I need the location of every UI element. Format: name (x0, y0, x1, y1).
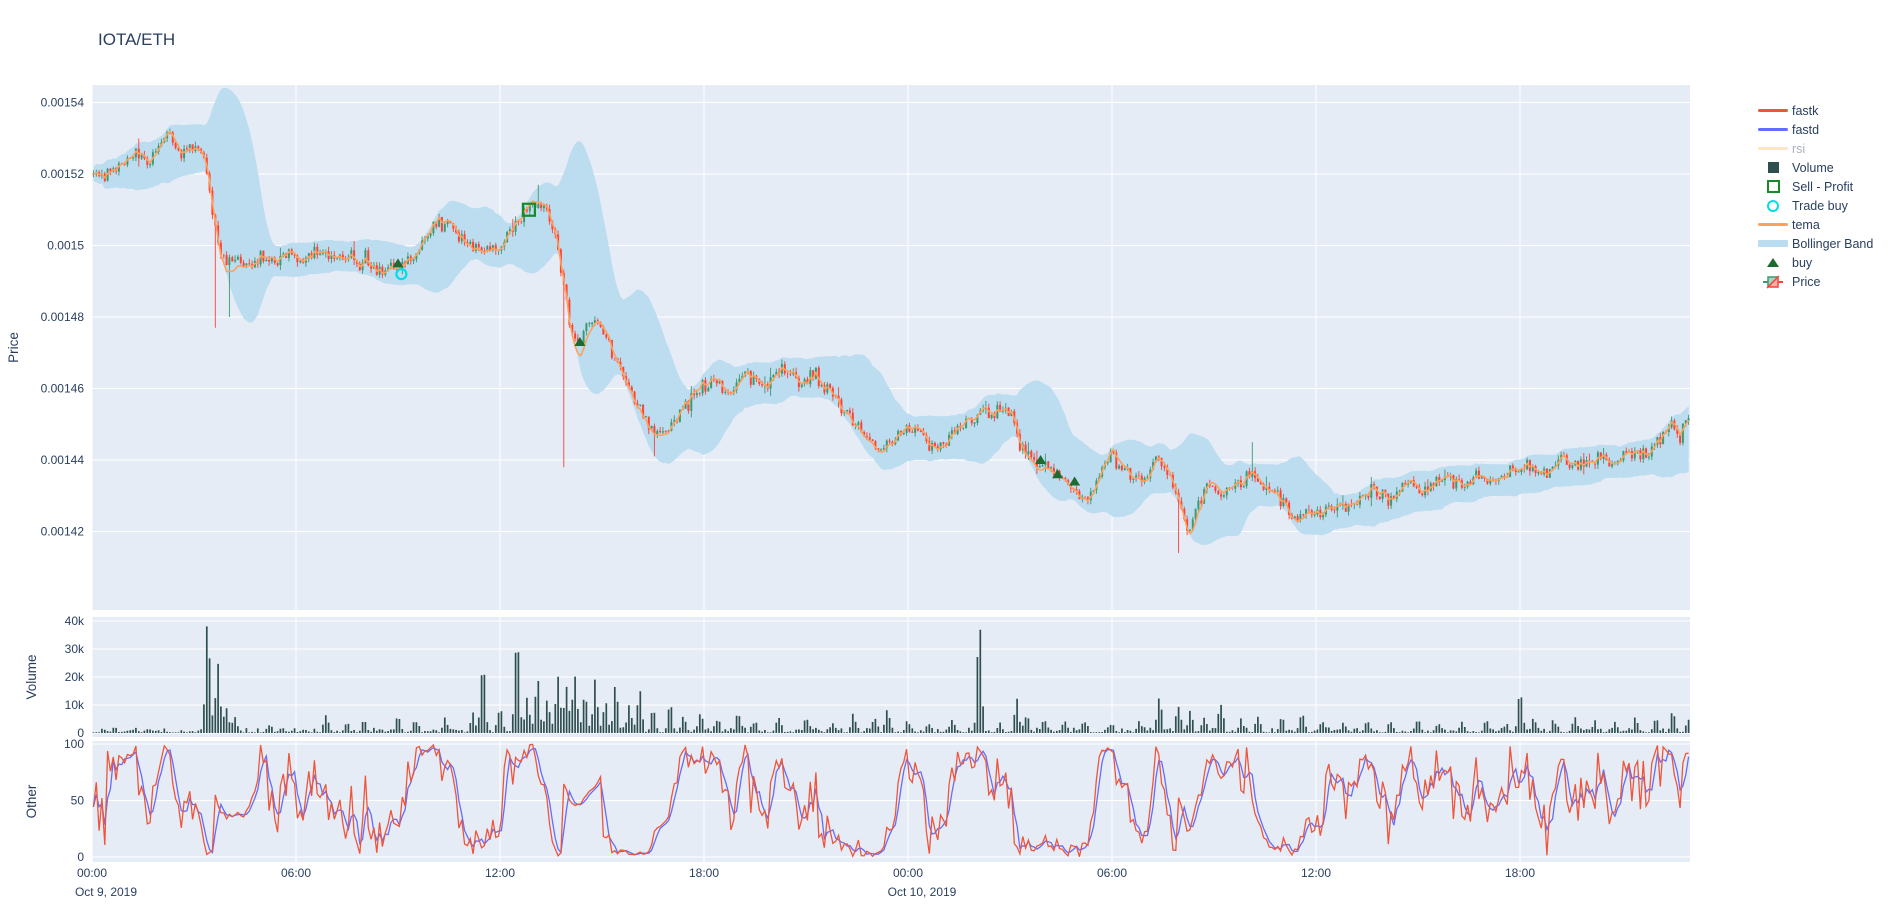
buy-marker[interactable] (574, 337, 586, 347)
volume-series-group (92, 626, 1690, 733)
price-series-group (92, 87, 1690, 553)
oscillator-series-group (92, 743, 1690, 859)
volume-tick-label: 10k (65, 698, 85, 712)
x-date-label: Oct 10, 2019 (888, 885, 957, 899)
buy-marker[interactable] (1069, 476, 1081, 486)
legend-item-label: Price (1792, 274, 1821, 289)
price-tick-label: 0.00142 (41, 525, 85, 539)
legend-item-bollinger[interactable]: Bollinger Band (1754, 234, 1873, 253)
volume-tick-label: 20k (65, 670, 85, 684)
trade-markers (392, 202, 1081, 486)
legend-item-label: rsi (1792, 141, 1806, 156)
price-legend-icon (1754, 274, 1792, 289)
price-tick-label: 0.0015 (47, 239, 84, 253)
legend-item-sell-profit[interactable]: Sell - Profit (1754, 177, 1873, 196)
rsi-legend-icon (1754, 147, 1792, 150)
legend-item-label: tema (1792, 217, 1820, 232)
volume-bars (92, 626, 1690, 733)
legend: fastk fastd rsi Volume Sell - Profit Trade bu… (1754, 101, 1873, 291)
sell-profit-legend-icon (1754, 180, 1792, 193)
volume-tick-label: 0 (77, 726, 84, 740)
x-tick-label: 00:00 (893, 866, 923, 880)
oscillator-panel[interactable] (92, 741, 1690, 862)
price-tick-label: 0.00152 (41, 167, 85, 181)
fastd-legend-icon (1754, 128, 1792, 131)
legend-item-tema[interactable]: tema (1754, 215, 1873, 234)
legend-item-label: buy (1792, 255, 1813, 270)
legend-item-label: Sell - Profit (1792, 179, 1854, 194)
x-tick-label: 06:00 (281, 866, 311, 880)
oscillator-tick-label: 50 (71, 794, 85, 808)
legend-item-trade-buy[interactable]: Trade buy (1754, 196, 1873, 215)
volume-tick-label: 30k (65, 642, 85, 656)
legend-item-fastd[interactable]: fastd (1754, 120, 1873, 139)
legend-item-buy[interactable]: buy (1754, 253, 1873, 272)
x-tick-label: 18:00 (1505, 866, 1535, 880)
trade-buy-legend-icon (1754, 199, 1792, 212)
buy-legend-icon (1754, 258, 1792, 267)
x-tick-label: 12:00 (1301, 866, 1331, 880)
bollinger-band-area (93, 87, 1689, 545)
x-tick-label: 00:00 (77, 866, 107, 880)
oscillator-tick-label: 100 (64, 737, 84, 751)
fastk-legend-icon (1754, 109, 1792, 112)
oscillator-tick-label: 0 (77, 850, 84, 864)
legend-item-label: fastk (1792, 103, 1819, 118)
buy-marker[interactable] (1035, 455, 1047, 464)
x-tick-label: 18:00 (689, 866, 719, 880)
buy-marker[interactable] (392, 258, 404, 268)
legend-item-volume[interactable]: Volume (1754, 158, 1873, 177)
oscillator-axis-title: Other (24, 784, 39, 818)
legend-item-price[interactable]: Price (1754, 272, 1873, 291)
sell-profit-marker[interactable] (521, 202, 537, 217)
tema-legend-icon (1754, 223, 1792, 226)
volume-legend-icon (1754, 162, 1792, 173)
price-tick-label: 0.00154 (41, 96, 85, 110)
price-tick-label: 0.00148 (41, 310, 85, 324)
price-axis-title: Price (6, 332, 21, 363)
volume-tick-label: 40k (65, 614, 85, 628)
legend-item-rsi[interactable]: rsi (1754, 139, 1873, 158)
legend-item-fastk[interactable]: fastk (1754, 101, 1873, 120)
legend-item-label: Trade buy (1792, 198, 1848, 213)
x-date-label: Oct 9, 2019 (75, 885, 137, 899)
trade-buy-marker[interactable] (395, 268, 408, 281)
legend-item-label: fastd (1792, 122, 1820, 137)
legend-item-label: Bollinger Band (1792, 236, 1874, 251)
x-tick-label: 12:00 (485, 866, 515, 880)
legend-item-label: Volume (1792, 160, 1834, 175)
fastk-line (92, 743, 1689, 859)
gridlines (91, 85, 1690, 862)
price-tick-label: 0.00144 (41, 453, 85, 467)
tema-line (93, 130, 1690, 535)
buy-marker[interactable] (1052, 469, 1064, 479)
bollinger-legend-icon (1754, 240, 1792, 247)
price-tick-label: 0.00146 (41, 382, 85, 396)
price-panel[interactable] (92, 85, 1690, 610)
volume-axis-title: Volume (24, 654, 39, 699)
x-tick-label: 06:00 (1097, 866, 1127, 880)
chart-title: IOTA/ETH (98, 30, 176, 49)
